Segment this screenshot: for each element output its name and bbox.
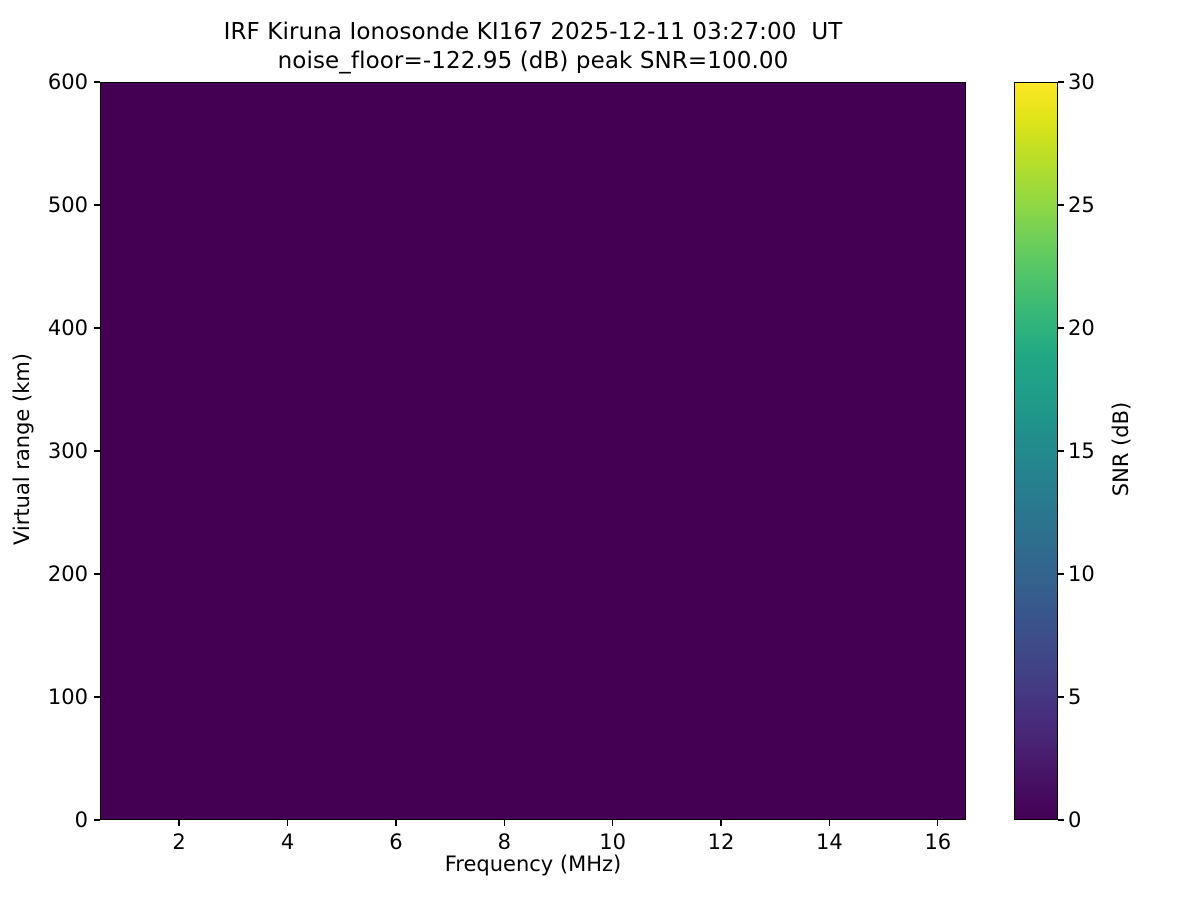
colorbar[interactable] — [1014, 82, 1058, 820]
y-tick-label: 0 — [74, 808, 88, 832]
colorbar-tick-label: 30 — [1068, 70, 1095, 94]
x-tick-mark — [828, 820, 831, 826]
x-tick-mark — [503, 820, 505, 826]
x-tick-mark — [612, 820, 614, 826]
y-tick-label: 100 — [47, 685, 88, 709]
ionogram-heatmap[interactable] — [101, 83, 965, 819]
y-axis-label-text: Virtual range (km) — [10, 352, 34, 546]
y-tick-label: 500 — [47, 193, 88, 217]
colorbar-tick-label: 0 — [1068, 808, 1082, 832]
x-tick-mark — [286, 820, 289, 826]
figure-title: IRF Kiruna Ionosonde KI167 2025-12-11 03… — [100, 18, 966, 77]
x-tick-mark — [720, 820, 722, 826]
colorbar-label-text: SNR (dB) — [1109, 401, 1133, 497]
colorbar-tick-mark — [1058, 327, 1064, 329]
colorbar-tick-mark — [1058, 450, 1064, 452]
colorbar-tick-mark — [1058, 81, 1064, 83]
colorbar-tick-label: 5 — [1068, 685, 1082, 709]
title-line-1: IRF Kiruna Ionosonde KI167 2025-12-11 03… — [223, 19, 843, 45]
colorbar-tick-label: 25 — [1068, 193, 1095, 217]
x-tick-label: 6 — [389, 830, 403, 854]
y-tick-label: 600 — [47, 70, 88, 94]
x-tick-label: 10 — [599, 830, 627, 854]
x-tick-label: 14 — [816, 830, 843, 854]
x-tick-label: 8 — [497, 830, 511, 854]
heatmap-axes[interactable] — [100, 82, 966, 820]
title-line-2: noise_floor=-122.95 (dB) peak SNR=100.00 — [277, 48, 789, 75]
colorbar-gradient — [1015, 83, 1057, 819]
x-tick-mark — [395, 820, 397, 826]
colorbar-tick-mark — [1058, 696, 1064, 698]
x-tick-label: 4 — [280, 830, 295, 854]
colorbar-tick-label: 15 — [1068, 439, 1095, 463]
colorbar-tick-label: 20 — [1068, 316, 1095, 340]
x-tick-label: 12 — [707, 830, 735, 854]
x-tick-mark — [178, 820, 180, 826]
colorbar-tick-label: 10 — [1068, 562, 1095, 586]
x-axis-label: Frequency (MHz) — [444, 852, 622, 876]
colorbar-tick-mark — [1058, 819, 1064, 821]
colorbar-tick-mark — [1058, 204, 1064, 206]
colorbar-tick-mark — [1058, 573, 1064, 575]
x-tick-label: 2 — [172, 830, 186, 854]
x-tick-label: 16 — [924, 830, 952, 854]
x-tick-mark — [937, 820, 939, 826]
